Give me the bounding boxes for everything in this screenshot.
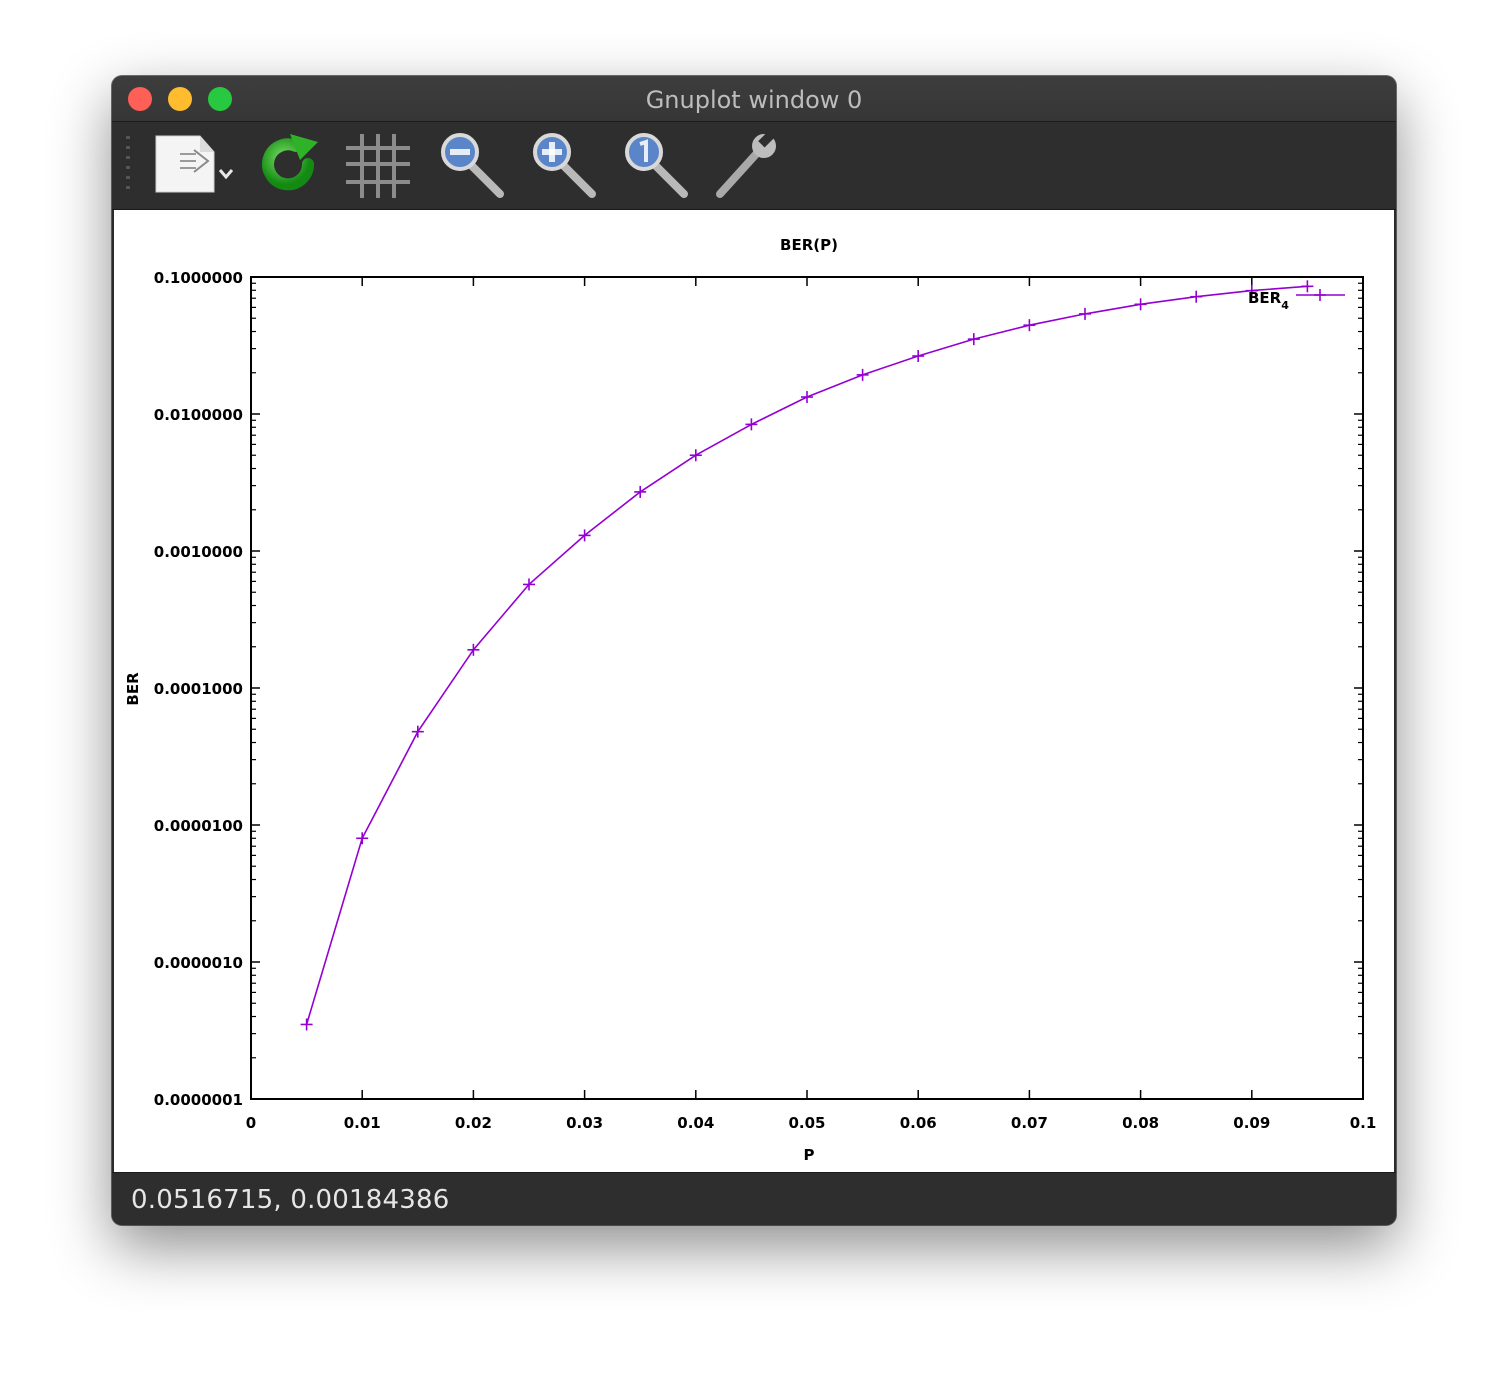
- y-axis-label: BER: [124, 672, 142, 706]
- legend-series-subscript: 4: [1281, 299, 1289, 312]
- settings-wrench-icon: [716, 131, 776, 198]
- data-point-marker: [634, 485, 647, 498]
- mouse-coordinates: 0.0516715, 0.00184386: [131, 1185, 450, 1215]
- x-axis-label: P: [804, 1146, 815, 1164]
- maximize-button[interactable]: [208, 87, 232, 111]
- toolbar-grip[interactable]: [126, 136, 130, 192]
- grid-button[interactable]: [344, 130, 414, 202]
- zoom-in-button[interactable]: [530, 130, 600, 202]
- data-point-marker: [856, 368, 869, 381]
- legend-series-name: BER: [1248, 289, 1282, 307]
- data-point-marker: [523, 578, 535, 591]
- x-tick-label: 0.04: [677, 1114, 714, 1132]
- x-tick-label: 0.07: [1011, 1114, 1048, 1132]
- data-point-marker: [467, 643, 480, 656]
- data-point-marker: [1023, 319, 1036, 332]
- window-title: Gnuplot window 0: [645, 86, 863, 114]
- y-tick-label: 0.0100000: [154, 406, 243, 424]
- x-tick-label: 0.06: [900, 1114, 937, 1132]
- legend: BER4: [1248, 289, 1345, 312]
- data-point-marker: [745, 418, 758, 431]
- zoom-out-button[interactable]: [438, 130, 508, 202]
- data-point-marker: [1079, 307, 1091, 320]
- data-point-marker: [912, 350, 925, 363]
- export-icon: [155, 135, 234, 193]
- plot-canvas[interactable]: BER(P) P BER 0 0.01 0.02 0.03 0.04 0.05 0.06 0.…: [114, 210, 1394, 1172]
- data-point-marker: [578, 529, 591, 542]
- series-layer: [300, 280, 1314, 1031]
- data-point-marker: [411, 725, 424, 738]
- y-tick-label: 0.0001000: [154, 680, 243, 698]
- zoom-out-icon: [441, 133, 504, 198]
- zoom-reset-button[interactable]: [622, 130, 692, 202]
- x-tick-label: 0.01: [344, 1114, 381, 1132]
- y-tick-label: 0.0000010: [154, 954, 243, 972]
- data-point-marker: [967, 333, 980, 346]
- y-tick-label: 0.0000001: [154, 1091, 243, 1109]
- replot-button[interactable]: [256, 130, 324, 202]
- gnuplot-window: Gnuplot window 0: [112, 76, 1396, 1225]
- data-point-marker: [356, 832, 369, 845]
- data-point-marker: [1301, 280, 1314, 293]
- status-bar: 0.0516715, 0.00184386: [112, 1172, 1396, 1225]
- replot-icon: [262, 134, 318, 191]
- settings-button[interactable]: [712, 130, 784, 202]
- legend-label: BER4: [1248, 289, 1289, 312]
- zoom-in-icon: [533, 133, 596, 198]
- title-bar[interactable]: Gnuplot window 0: [112, 76, 1396, 122]
- data-point-marker: [1190, 290, 1203, 303]
- y-tick-label: 0.1000000: [154, 269, 243, 287]
- chart-title: BER(P): [780, 236, 838, 254]
- data-point-marker: [689, 449, 702, 462]
- y-tick-label: 0.0010000: [154, 543, 243, 561]
- y-tick-label: 0.0000100: [154, 817, 243, 835]
- minimize-button[interactable]: [168, 87, 192, 111]
- data-point-marker: [300, 1018, 313, 1031]
- x-tick-label: 0.05: [788, 1114, 825, 1132]
- data-point-marker: [801, 391, 813, 404]
- export-button[interactable]: [152, 130, 242, 202]
- x-tick-label: 0.09: [1233, 1114, 1270, 1132]
- x-tick-label: 0.03: [566, 1114, 603, 1132]
- data-point-marker: [1245, 284, 1258, 297]
- axes: 0 0.01 0.02 0.03 0.04 0.05 0.06 0.07 0.08 0.09 0.1…: [154, 269, 1376, 1132]
- data-point-marker: [1134, 298, 1147, 311]
- x-tick-label: 0: [246, 1114, 256, 1132]
- close-button[interactable]: [128, 87, 152, 111]
- x-tick-label: 0.08: [1122, 1114, 1159, 1132]
- zoom-reset-icon: [625, 133, 688, 198]
- plot-svg: BER(P) P BER 0 0.01 0.02 0.03 0.04 0.05 0.06 0.…: [124, 236, 1376, 1164]
- x-tick-label: 0.02: [455, 1114, 492, 1132]
- legend-marker-sample: [1314, 289, 1326, 301]
- x-tick-label: 0.1: [1350, 1114, 1377, 1132]
- toolbar: [112, 122, 1396, 210]
- grid-icon: [346, 134, 410, 198]
